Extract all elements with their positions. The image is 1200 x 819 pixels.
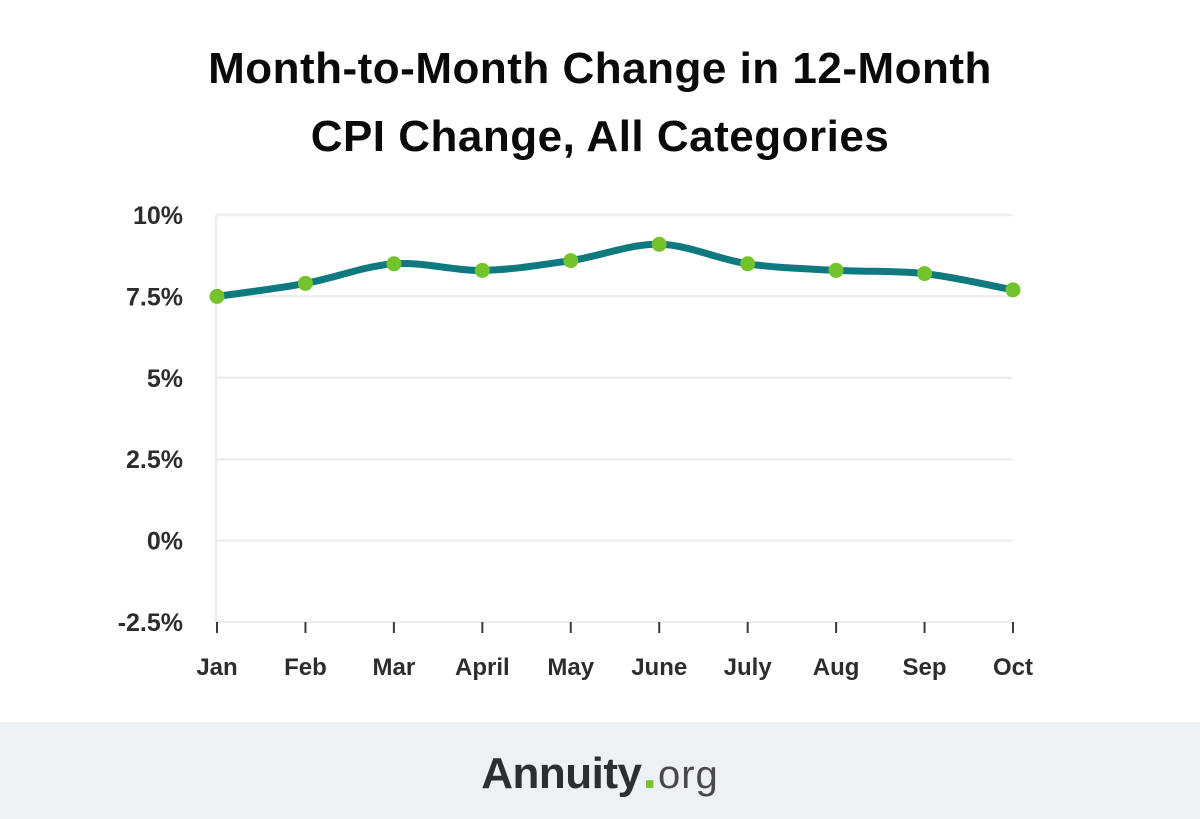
data-point-july-8.5pct [740,256,756,272]
data-point-feb-7.9pct [297,275,313,291]
cpi-line-chart: 10% 7.5% 5% 2.5% 0% -2.5% Jan Feb Mar April May Jun… [118,202,1033,681]
data-point-june-9.1pct [651,236,667,252]
x-axis-label-feb: Feb [284,654,327,681]
x-axis-label-may: May [547,654,594,681]
data-point-sep-8.2pct [917,266,933,282]
data-point-aug-8.3pct [828,262,844,278]
x-axis-label-sep: Sep [903,654,947,681]
annuity-logo: Annuity. org [481,741,719,801]
data-point-april-8.3pct [474,262,490,278]
logo-tld-text: org [657,752,719,797]
data-point-may-8.6pct [563,253,579,269]
chart-title: Month-to-Month Change in 12-Month CPI Ch… [0,35,1200,171]
y-axis-label-2.5%: 2.5% [126,446,183,474]
x-axis-label-jan: Jan [196,654,237,681]
x-axis-label-june: June [631,654,687,681]
y-axis-label--2.5%: -2.5% [118,609,183,637]
logo-brand-text: Annuity [481,748,642,798]
y-axis-label-7.5%: 7.5% [126,283,183,311]
cpi-trend-line [213,240,1017,300]
footer: Annuity. org [0,722,1200,819]
y-axis-label-10%: 10% [133,202,183,230]
logo-dot: . [642,741,657,800]
chart-title-line-2: CPI Change, All Categories [310,112,890,161]
y-axis-label-0%: 0% [147,528,183,556]
data-point-oct-7.7pct [1005,282,1021,298]
x-axis-label-mar: Mar [373,654,416,681]
x-axis-label-july: July [724,654,773,681]
chart-title-line-1: Month-to-Month Change in 12-Month [208,44,992,93]
x-axis-label-april: April [455,654,510,681]
data-point-mar-8.5pct [386,256,402,272]
y-axis-label-5%: 5% [147,365,183,393]
data-point-jan-7.5pct [209,288,225,304]
x-axis-label-aug: Aug [813,654,860,681]
x-axis-label-oct: Oct [993,654,1033,681]
